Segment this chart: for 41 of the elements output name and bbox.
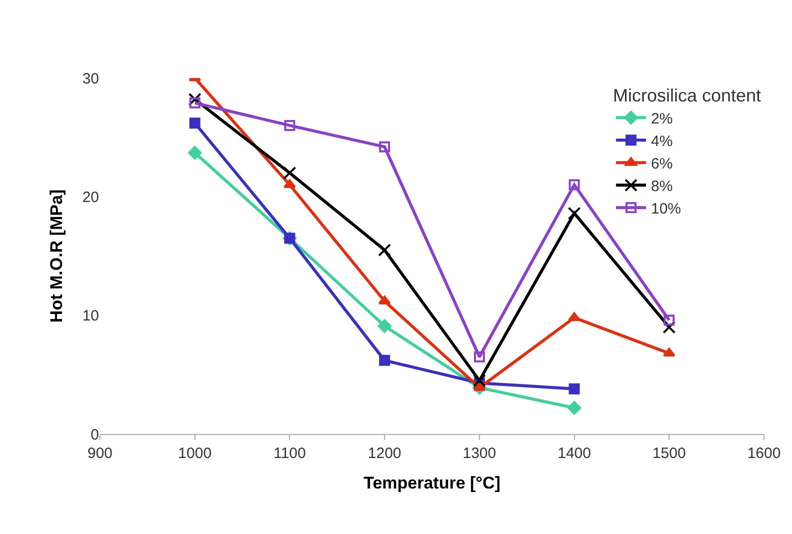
- point: [188, 92, 202, 106]
- point: [474, 351, 485, 362]
- point: [378, 244, 392, 257]
- point: [664, 314, 675, 326]
- legend-label: 8%: [651, 178, 673, 195]
- x-tick-label: 1400: [558, 445, 591, 462]
- legend-label: 2%: [651, 110, 673, 128]
- y-tick-label: 0: [90, 426, 99, 444]
- x-axis-title: Temperature [°C]: [364, 473, 500, 492]
- point: [283, 166, 296, 180]
- point: [472, 374, 486, 388]
- point: [662, 320, 676, 334]
- y-axis-title: Hot M.O.R [MPa]: [46, 189, 66, 323]
- point: [284, 179, 296, 188]
- point: [189, 97, 200, 108]
- y-tick-label: 20: [82, 188, 99, 206]
- point: [568, 206, 581, 220]
- legend-title: Microsilica content: [613, 85, 762, 106]
- legend-label: 4%: [651, 133, 673, 150]
- point: [568, 383, 580, 394]
- x-tick-label: 1100: [274, 445, 306, 462]
- x-tick-label: 900: [87, 445, 113, 462]
- legend-label: 10%: [651, 200, 682, 218]
- point: [379, 354, 390, 366]
- x-tick-label: 1200: [368, 445, 402, 462]
- point: [662, 348, 676, 357]
- legend-label: 6%: [651, 156, 673, 172]
- y-tick-label: 30: [82, 70, 99, 88]
- point: [379, 141, 390, 152]
- x-tick-label: 1500: [652, 445, 686, 462]
- point: [567, 401, 582, 415]
- point: [189, 118, 200, 129]
- point: [188, 146, 202, 160]
- point: [284, 120, 296, 131]
- point: [568, 312, 580, 321]
- x-tick-label: 1600: [747, 445, 781, 462]
- y-tick-label: 10: [82, 308, 99, 325]
- x-tick-label: 1300: [462, 445, 496, 462]
- point: [378, 319, 392, 333]
- point: [568, 179, 580, 190]
- x-tick-label: 1000: [178, 445, 212, 462]
